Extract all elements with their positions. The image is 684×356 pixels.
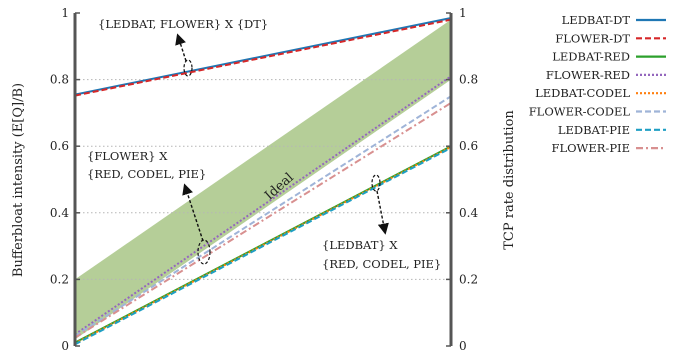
y2-tick-label: 1 xyxy=(459,6,467,20)
series-line-ledbat-pie xyxy=(74,146,452,346)
legend-label-ledbat-dt: LEDBAT-DT xyxy=(562,13,631,27)
legend-label-flower-pie: FLOWER-PIE xyxy=(552,141,630,155)
legend: LEDBAT-DT FLOWER-DT LEDBAT-RED FLOWER-RED LE… xyxy=(529,13,666,155)
y-tick-label: 0.2 xyxy=(50,272,69,286)
y-tick-label: 0 xyxy=(61,339,69,353)
annotation-dt: {LEDBAT, FLOWER} X {DT} xyxy=(98,17,268,31)
y2-tick-label: 0.6 xyxy=(459,139,478,153)
legend-label-ledbat-pie: LEDBAT-PIE xyxy=(558,123,630,137)
annotation-ledbat-ellipse xyxy=(371,174,381,192)
ideal-band xyxy=(75,19,451,340)
series-line-flower-red xyxy=(74,75,452,336)
y-axis-label: Bufferbloat intensity (E[Q]/B) xyxy=(11,83,26,277)
y2-tick-label: 0.2 xyxy=(459,272,478,286)
grid xyxy=(75,79,451,280)
legend-label-ledbat-red: LEDBAT-RED xyxy=(552,50,630,64)
y2-tick-label: 0 xyxy=(459,339,467,353)
legend-label-flower-red: FLOWER-RED xyxy=(546,68,630,82)
annotation-dt-arrow-up xyxy=(175,33,187,62)
series-line-ledbat-dt xyxy=(74,17,452,96)
y2-tick-label: 0.8 xyxy=(459,73,478,87)
y-tick-labels: 0 0.2 0.4 0.6 0.8 1 xyxy=(50,6,69,353)
y-tick-label: 0.4 xyxy=(50,206,69,220)
annotation-flower-line2: {RED, CODEL, PIE} xyxy=(87,167,206,181)
y-tick-label: 1 xyxy=(61,6,69,20)
annotation-ledbat-line1: {LEDBAT} X xyxy=(322,238,398,252)
annotation-flower-line1: {FLOWER} X xyxy=(87,149,168,163)
annotations: {LEDBAT, FLOWER} X {DT} {FLOWER} X {RED,… xyxy=(87,17,441,271)
series-line-flower-dt xyxy=(74,18,452,97)
legend-label-ledbat-codel: LEDBAT-CODEL xyxy=(535,86,630,100)
y-tick-label: 0.6 xyxy=(50,139,69,153)
annotation-flower-ellipse xyxy=(197,239,211,265)
y-tick-label: 0.8 xyxy=(50,73,69,87)
y2-tick-label: 0.4 xyxy=(459,206,478,220)
series-line-flower-pie xyxy=(74,102,452,339)
series-line-flower-codel xyxy=(74,95,452,337)
legend-label-flower-dt: FLOWER-DT xyxy=(555,31,630,45)
annotation-ledbat-arrow xyxy=(376,190,389,235)
annotation-ledbat-line2: {RED, CODEL, PIE} xyxy=(322,257,441,271)
series-group xyxy=(74,17,452,346)
axes xyxy=(73,12,453,347)
y2-tick-labels: 0 0.2 0.4 0.6 0.8 1 xyxy=(459,6,478,353)
legend-label-flower-codel: FLOWER-CODEL xyxy=(529,105,631,119)
annotation-dt-ellipse xyxy=(183,59,193,77)
y2-axis-label: TCP rate distribution xyxy=(502,110,517,250)
